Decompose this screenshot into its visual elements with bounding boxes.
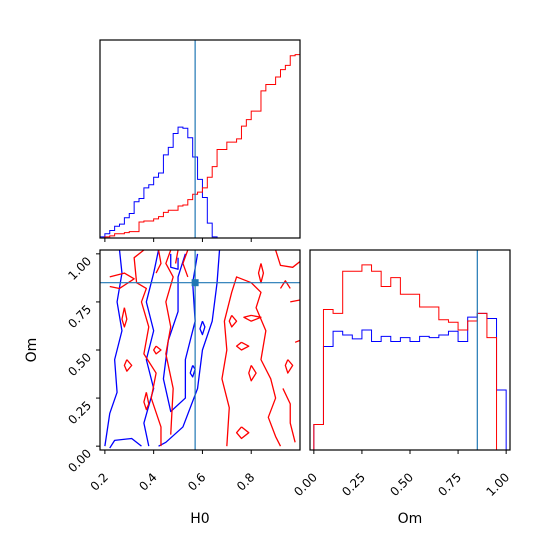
om-hist-series-0 <box>313 312 507 450</box>
contour-series-1-line-11 <box>235 426 250 440</box>
contour-ytick-label-1: 0.25 <box>65 398 94 427</box>
contour-series-0-line-6 <box>189 365 196 378</box>
om-hist-xtick-label-0: 0.00 <box>291 470 320 499</box>
contour-series-1-line-2 <box>182 250 189 278</box>
contour-series-0-line-4 <box>162 253 199 413</box>
contour-xtick-label-1: 0.4 <box>136 470 159 493</box>
om-hist-xtick-label-3: 0.75 <box>435 470 464 499</box>
om-hist-series-1 <box>313 264 507 451</box>
contour-series-1-line-13 <box>228 314 238 328</box>
contour-series-0-line-0 <box>104 250 123 447</box>
contour-series-1-line-14 <box>235 341 250 351</box>
contour-series-1-line-9 <box>153 345 162 355</box>
contour-truth-marker <box>191 279 199 287</box>
contour-series-1-line-10 <box>221 276 282 447</box>
y-axis-label-om: Om <box>24 338 40 363</box>
contour-series-1-line-12 <box>248 365 257 382</box>
contour-ytick-label-3: 0.75 <box>65 302 94 331</box>
contour-series-1-line-6 <box>165 250 174 435</box>
contour-series-1-line-17 <box>274 250 300 268</box>
contour-series-1-line-18 <box>279 280 291 289</box>
contour-series-1-line-3 <box>109 272 135 290</box>
contour-series-1-line-5 <box>133 250 162 447</box>
contour-series-0-line-7 <box>199 320 206 336</box>
contour-series-1-line-7 <box>143 392 150 411</box>
contour-series-1-line-1 <box>174 250 179 264</box>
contour-ytick-label-0: 0.00 <box>65 446 94 475</box>
contour-xtick-label-2: 0.6 <box>185 470 208 493</box>
h0-hist-frame <box>99 39 301 239</box>
contour-series-1-line-4 <box>121 307 128 328</box>
om-hist-xtick-label-2: 0.50 <box>387 470 416 499</box>
h0-om-contour-panel: 0.2 0.4 0.6 0.8 0.00 0.25 0.50 0.75 1.00 <box>65 249 301 494</box>
contour-ytick-label-2: 0.50 <box>65 350 94 379</box>
contour-xtick-label-3: 0.8 <box>234 470 257 493</box>
contour-ytick-label-4: 1.00 <box>65 254 94 283</box>
x-axis-label-om: Om <box>398 511 423 527</box>
contour-lines <box>104 250 300 449</box>
contour-series-1-line-21 <box>282 388 296 443</box>
om-hist-xtick-label-1: 0.25 <box>339 470 368 499</box>
contour-series-1-line-19 <box>294 339 300 343</box>
om-hist-xtick-label-4: 1.00 <box>483 470 512 499</box>
axis-labels: H0 Om Om <box>24 338 422 527</box>
contour-xtick-label-0: 0.2 <box>88 470 111 493</box>
contour-series-0-line-3 <box>158 250 221 447</box>
contour-series-1-line-20 <box>290 299 300 303</box>
contour-series-1-line-8 <box>123 359 133 372</box>
contour-series-0-line-1 <box>109 437 142 449</box>
contour-series-0-line-5 <box>170 253 179 270</box>
contour-series-0-line-2 <box>143 250 160 447</box>
h0-hist-series-1 <box>100 54 301 239</box>
contour-series-1-line-16 <box>257 263 265 284</box>
om-marginal-panel: 0.00 0.25 0.50 0.75 1.00 <box>291 249 512 499</box>
om-hist-frame <box>309 249 511 451</box>
contour-series-1-line-0 <box>155 250 162 274</box>
x-axis-label-h0: H0 <box>190 511 209 527</box>
contour-series-1-line-22 <box>284 359 294 374</box>
contour-series-1-line-15 <box>243 314 262 322</box>
h0-marginal-panel <box>99 39 301 242</box>
